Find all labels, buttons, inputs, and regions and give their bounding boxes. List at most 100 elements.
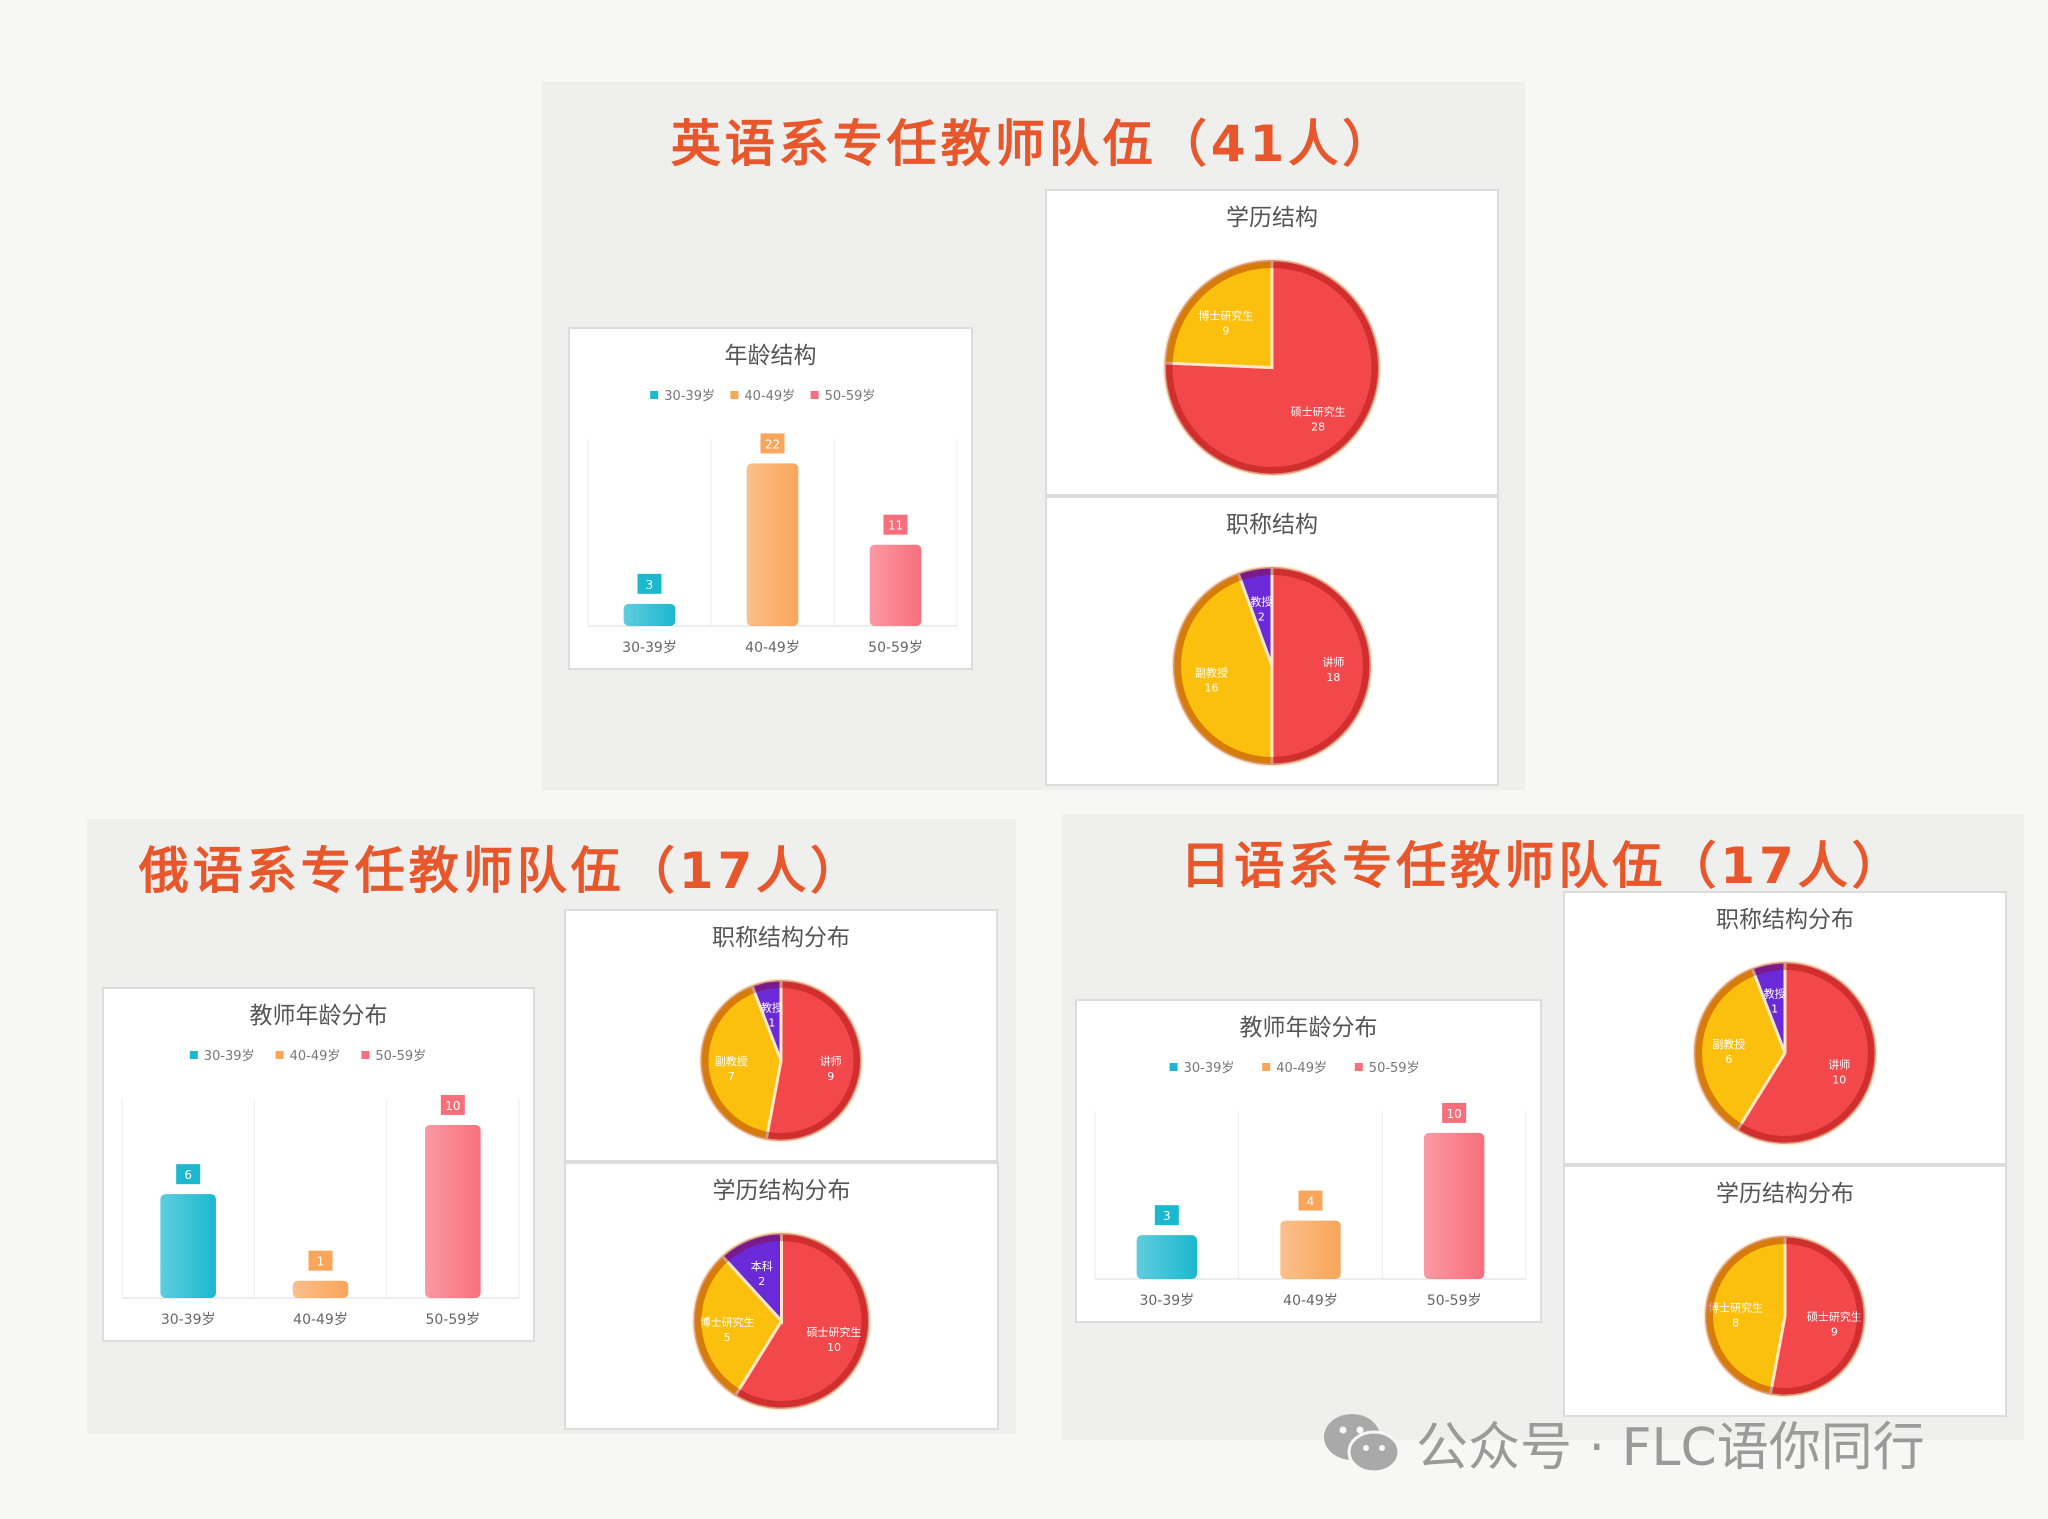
slice-label: 硕士研究生	[806, 1325, 861, 1339]
slice-label: 副教授	[1195, 666, 1228, 680]
pie-slice	[749, 978, 783, 1062]
bar	[292, 1280, 349, 1298]
x-tick-label: 30-39岁	[1139, 1293, 1194, 1309]
panel-title: 日语系专任教师队伍（17人）	[1180, 837, 1906, 895]
japanese-dept-panel: 日语系专任教师队伍（17人） 教师年龄分布 30-39岁 40-49岁 50-59岁 3…	[1062, 814, 2024, 1440]
slice-label: 博士研究生	[700, 1315, 755, 1329]
slice-value: 9	[1222, 324, 1229, 337]
degree-pie-chart: 学历结构分布 硕士研究生 9 博士研究生 8	[1563, 1165, 2007, 1417]
age-chart: 教师年龄分布 30-39岁 40-49岁 50-59岁 6 30-39岁 1 40-49岁 10…	[102, 987, 535, 1342]
slice-value: 5	[724, 1331, 731, 1344]
pie-slice	[1768, 1234, 1867, 1398]
legend-swatch	[275, 1051, 284, 1059]
pie-rim	[700, 980, 862, 1141]
legend-swatch	[361, 1051, 370, 1059]
x-tick-label: 30-39岁	[161, 1312, 216, 1328]
legend-label: 30-39岁	[664, 389, 715, 404]
data-label-bg	[1442, 1102, 1467, 1123]
legend-label: 40-49岁	[1276, 1061, 1327, 1076]
legend-swatch	[730, 391, 739, 399]
slice-label: 博士研究生	[1708, 1300, 1763, 1314]
chart-title: 职称结构	[1226, 512, 1318, 538]
pie-slice	[720, 1231, 783, 1325]
degree-pie-chart: 学历结构分布 硕士研究生 10 博士研究生 5 本科 2	[564, 1162, 999, 1430]
slice-label: 讲师	[1322, 655, 1344, 669]
slice-label: 教授	[1764, 987, 1786, 1001]
age-chart: 教师年龄分布 30-39岁 40-49岁 50-59岁 3 30-39岁 4 40-49岁 10…	[1075, 999, 1542, 1323]
data-label: 4	[1307, 1195, 1315, 1209]
chart-title: 学历结构	[1226, 205, 1318, 231]
legend-label: 50-59岁	[375, 1049, 426, 1064]
chart-title: 职称结构分布	[1716, 907, 1854, 933]
data-label-bg	[1298, 1190, 1323, 1211]
pie-slice	[699, 983, 783, 1142]
slice-value: 7	[728, 1070, 735, 1083]
panel-title: 俄语系专任教师队伍（17人）	[138, 842, 865, 900]
data-label: 6	[184, 1168, 192, 1182]
slice-value: 9	[1831, 1326, 1838, 1339]
bar	[425, 1124, 481, 1298]
slice-label: 讲师	[1828, 1057, 1850, 1071]
data-label: 3	[1163, 1209, 1171, 1223]
age-chart: 年龄结构 30-39岁 40-49岁 50-59岁 3 30-39岁 22 40-49岁 11 5…	[568, 327, 973, 670]
title-pie-chart: 职称结构分布 讲师 9 副教授 7 教授 1	[564, 909, 998, 1162]
x-tick-label: 50-59岁	[425, 1312, 480, 1328]
slice-label: 副教授	[715, 1054, 748, 1068]
slice-label: 副教授	[1712, 1037, 1745, 1051]
data-label-bg	[176, 1164, 201, 1185]
age-bar-svg: 教师年龄分布 30-39岁 40-49岁 50-59岁 6 30-39岁 1 40-49岁 10…	[121, 1003, 520, 1328]
legend-swatch	[810, 391, 819, 399]
chart-title: 学历结构分布	[713, 1178, 851, 1204]
english-dept-panel: 英语系专任教师队伍（41人） 年龄结构 30-39岁 40-49岁 50-59岁 3 30…	[542, 82, 1525, 790]
legend-label: 50-59岁	[825, 389, 876, 404]
bar	[869, 544, 922, 626]
age-bar-svg: 年龄结构 30-39岁 40-49岁 50-59岁 3 30-39岁 22 40-49岁 11 5…	[587, 343, 958, 656]
legend-swatch	[189, 1051, 198, 1059]
legend-label: 40-49岁	[744, 389, 795, 404]
slice-value: 1	[768, 1016, 775, 1029]
pie-rim	[1705, 1236, 1865, 1396]
pie-slice	[764, 978, 864, 1143]
title-pie-chart: 职称结构 讲师 18 副教授 16 教授 2	[1045, 496, 1499, 786]
x-tick-label: 40-49岁	[745, 640, 800, 656]
degree-pie-chart: 学历结构 硕士研究生 28 博士研究生 9	[1045, 189, 1499, 496]
data-label: 22	[765, 437, 780, 451]
legend-swatch	[1262, 1063, 1271, 1071]
slice-label: 本科	[751, 1259, 773, 1273]
legend-label: 30-39岁	[204, 1049, 255, 1064]
russian-dept-panel: 俄语系专任教师队伍（17人） 教师年龄分布 30-39岁 40-49岁 50-59岁 6…	[87, 819, 1016, 1434]
legend-label: 30-39岁	[1184, 1061, 1235, 1076]
chart-title: 教师年龄分布	[250, 1003, 388, 1029]
data-label-bg	[308, 1250, 333, 1271]
data-label: 3	[646, 578, 654, 592]
slice-label: 硕士研究生	[1291, 405, 1346, 419]
slice-label: 硕士研究生	[1807, 1310, 1862, 1324]
pie-rim	[1173, 567, 1371, 765]
pie-slice	[1703, 1234, 1787, 1397]
data-label: 11	[888, 519, 903, 533]
legend-label: 50-59岁	[1369, 1061, 1420, 1076]
wechat-icon	[1324, 1413, 1401, 1473]
pie-slice	[733, 1231, 871, 1411]
watermark: 公众号 · FLC语你同行	[1322, 1405, 1925, 1480]
slice-value: 18	[1326, 671, 1340, 684]
legend-swatch	[650, 391, 659, 399]
slice-value: 9	[827, 1070, 834, 1083]
x-tick-label: 40-49岁	[293, 1312, 348, 1328]
slice-value: 16	[1205, 682, 1219, 695]
chart-title: 学历结构分布	[1716, 1181, 1854, 1207]
x-tick-label: 30-39岁	[622, 640, 677, 656]
pie-rim	[1164, 260, 1380, 475]
slice-value: 6	[1725, 1053, 1732, 1066]
x-tick-label: 50-59岁	[1427, 1293, 1482, 1309]
bar	[623, 603, 676, 626]
pie-rim	[1694, 962, 1876, 1144]
slice-value: 2	[1258, 611, 1265, 624]
data-label-bg	[637, 573, 662, 594]
